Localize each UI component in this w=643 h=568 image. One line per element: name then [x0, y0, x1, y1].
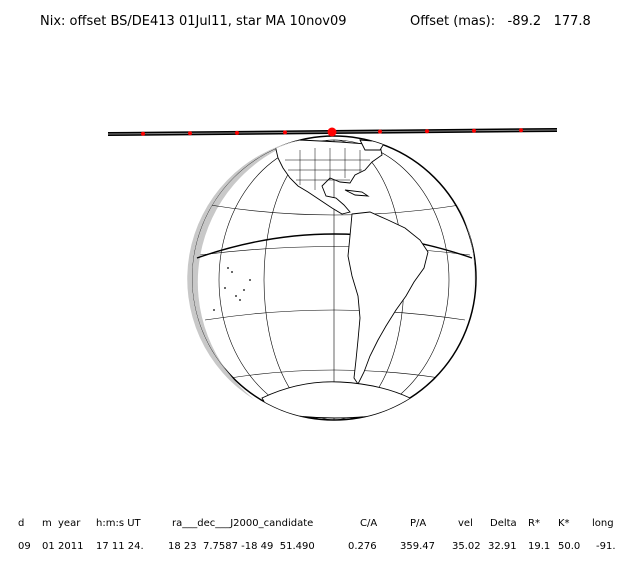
parallel-line	[204, 309, 466, 321]
offset-x: -89.2	[507, 14, 542, 29]
state-borders	[285, 148, 370, 190]
table-header-cell: m	[42, 518, 52, 529]
table-header-cell: P/A	[410, 518, 427, 529]
island-dot	[249, 279, 251, 281]
island-dot	[243, 289, 245, 291]
track-time-marker	[472, 128, 476, 133]
table-value-cell: 18 23 7.7587 -18 49 51.490	[168, 541, 315, 552]
track-time-marker	[378, 129, 382, 134]
island-dot	[231, 271, 233, 273]
table-value-cell: 19.1	[528, 541, 551, 552]
table-header-cell: year	[58, 518, 81, 529]
table-value-cell: 0.276	[348, 541, 377, 552]
closest-approach-marker	[327, 127, 337, 137]
table-header-cell: R*	[528, 518, 540, 529]
table-value-cell: 17 11 24.	[96, 541, 144, 552]
caribbean-islands	[344, 189, 370, 197]
table-value-cell: 50.0	[558, 541, 581, 552]
offset-y: 177.8	[553, 14, 591, 29]
parallel-line	[209, 204, 461, 216]
table-header-cell: vel	[458, 518, 473, 529]
track-time-marker	[235, 130, 239, 135]
track-time-marker	[519, 128, 523, 133]
island-dot	[213, 309, 215, 311]
island-dot	[235, 295, 237, 297]
table-value-cell: 01	[42, 541, 55, 552]
table-header-cell: ra___dec___J2000_candidate	[172, 518, 314, 529]
table-value-cell: 09	[18, 541, 31, 552]
south-america-landmass	[347, 211, 429, 385]
table-header-cell: d	[18, 518, 25, 529]
table-value-cell: 2011	[58, 541, 84, 552]
offset-readout: Offset (mas): -89.2 177.8	[410, 14, 591, 29]
parallel-line	[229, 369, 441, 379]
offset-label: Offset (mas):	[410, 14, 496, 29]
table-value-cell: 32.91	[488, 541, 517, 552]
table-value-cell: 359.47	[400, 541, 435, 552]
table-header-cell: long	[592, 518, 614, 529]
table-header-cell: C/A	[360, 518, 378, 529]
greenland-fragment	[359, 139, 386, 151]
island-dot	[227, 267, 229, 269]
occultation-globe-map	[107, 127, 558, 421]
table-header-cell: K*	[558, 518, 570, 529]
table-header-cell: Delta	[490, 518, 517, 529]
track-time-marker	[141, 131, 145, 136]
plot-title: Nix: offset BS/DE413 01Jul11, star MA 10…	[40, 14, 347, 29]
island-dot	[239, 299, 241, 301]
parallel-line	[199, 246, 471, 256]
table-header-cell: h:m:s UT	[96, 518, 141, 529]
table-value-cell: -91.	[596, 541, 616, 552]
track-time-marker	[188, 131, 192, 136]
antarctica-landmass	[261, 381, 411, 419]
table-value-cell: 35.02	[452, 541, 481, 552]
north-america-landmass	[274, 139, 383, 215]
shadow-limit-line	[196, 233, 473, 259]
track-time-marker	[425, 129, 429, 134]
night-limb-shade	[187, 140, 300, 400]
island-dot	[224, 287, 226, 289]
track-time-marker	[283, 130, 287, 135]
meridian-line	[218, 139, 450, 420]
